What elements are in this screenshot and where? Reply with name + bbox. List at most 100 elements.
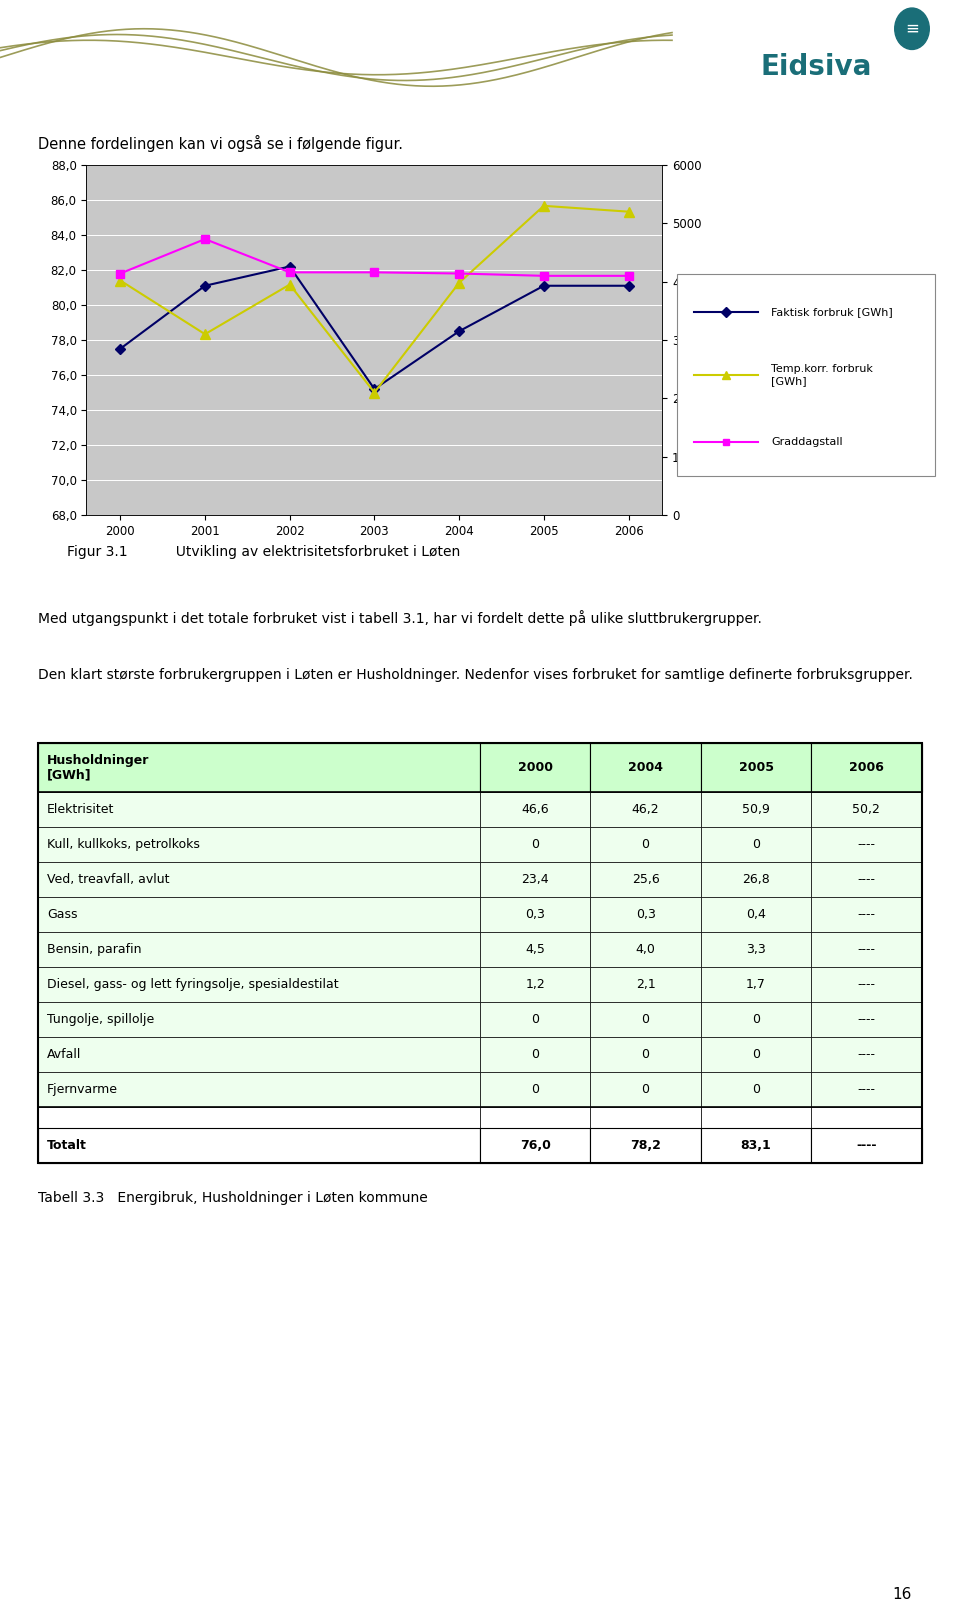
Bar: [480, 968, 590, 1002]
Bar: [480, 896, 590, 932]
Text: Faktisk forbruk [GWh]: Faktisk forbruk [GWh]: [772, 306, 893, 318]
Text: Graddagstall: Graddagstall: [772, 438, 843, 447]
Text: ≡: ≡: [905, 19, 919, 37]
Text: ----: ----: [857, 1083, 876, 1096]
Text: 0: 0: [531, 838, 540, 851]
Bar: [590, 742, 701, 793]
Text: 23,4: 23,4: [521, 874, 549, 887]
Circle shape: [895, 8, 929, 50]
Bar: [38, 827, 480, 862]
Text: 0: 0: [641, 838, 650, 851]
Bar: [811, 742, 922, 793]
Text: Med utgangspunkt i det totale forbruket vist i tabell 3.1, har vi fordelt dette : Med utgangspunkt i det totale forbruket …: [38, 609, 762, 626]
Text: Kull, kullkoks, petrolkoks: Kull, kullkoks, petrolkoks: [47, 838, 200, 851]
Text: Gass: Gass: [47, 908, 78, 921]
Text: 0: 0: [752, 838, 760, 851]
Text: Denne fordelingen kan vi også se i følgende figur.: Denne fordelingen kan vi også se i følge…: [38, 135, 403, 152]
Text: Tungolje, spillolje: Tungolje, spillolje: [47, 1013, 155, 1026]
Bar: [590, 1037, 701, 1071]
Text: 4,0: 4,0: [636, 943, 656, 956]
Bar: [38, 896, 480, 932]
Bar: [701, 1071, 811, 1107]
Bar: [480, 827, 590, 862]
Bar: [38, 1037, 480, 1071]
Text: 46,6: 46,6: [521, 802, 549, 815]
Text: 0: 0: [752, 1013, 760, 1026]
Text: ----: ----: [857, 943, 876, 956]
Bar: [701, 968, 811, 1002]
Text: 0: 0: [641, 1083, 650, 1096]
Bar: [480, 1002, 590, 1037]
Text: Fjernvarme: Fjernvarme: [47, 1083, 118, 1096]
Bar: [480, 862, 590, 896]
Text: 0,3: 0,3: [636, 908, 656, 921]
Text: 1,2: 1,2: [525, 977, 545, 990]
Text: Figur 3.1: Figur 3.1: [67, 545, 128, 559]
Bar: [811, 793, 922, 827]
Bar: [701, 742, 811, 793]
Text: Avfall: Avfall: [47, 1049, 82, 1062]
Text: 2005: 2005: [738, 760, 774, 773]
Text: 0: 0: [752, 1049, 760, 1062]
Bar: [701, 896, 811, 932]
Bar: [38, 932, 480, 968]
Bar: [811, 932, 922, 968]
Bar: [590, 896, 701, 932]
Text: 2,1: 2,1: [636, 977, 656, 990]
Bar: [811, 968, 922, 1002]
Text: 26,8: 26,8: [742, 874, 770, 887]
Text: ----: ----: [857, 908, 876, 921]
Text: 0: 0: [641, 1049, 650, 1062]
Text: 46,2: 46,2: [632, 802, 660, 815]
Text: Eidsiva: Eidsiva: [760, 53, 872, 81]
Text: Utvikling av elektrisitetsforbruket i Løten: Utvikling av elektrisitetsforbruket i Lø…: [167, 545, 460, 559]
Bar: [590, 862, 701, 896]
Bar: [701, 793, 811, 827]
Text: ----: ----: [857, 874, 876, 887]
Text: Husholdninger
[GWh]: Husholdninger [GWh]: [47, 754, 150, 781]
Bar: [811, 1071, 922, 1107]
Bar: [811, 1107, 922, 1128]
Text: 78,2: 78,2: [630, 1140, 661, 1153]
Text: Temp.korr. forbruk
[GWh]: Temp.korr. forbruk [GWh]: [772, 365, 874, 386]
Bar: [811, 827, 922, 862]
Bar: [38, 862, 480, 896]
Text: Tabell 3.3   Energibruk, Husholdninger i Løten kommune: Tabell 3.3 Energibruk, Husholdninger i L…: [38, 1191, 428, 1204]
Text: 50,2: 50,2: [852, 802, 880, 815]
Text: 0: 0: [531, 1049, 540, 1062]
Text: Totalt: Totalt: [47, 1140, 87, 1153]
Bar: [480, 1037, 590, 1071]
Bar: [480, 1107, 590, 1128]
Text: 4,5: 4,5: [525, 943, 545, 956]
Text: 76,0: 76,0: [519, 1140, 551, 1153]
Text: 0: 0: [752, 1083, 760, 1096]
Bar: [701, 1037, 811, 1071]
Text: 2000: 2000: [517, 760, 553, 773]
Bar: [590, 1128, 701, 1162]
Bar: [590, 968, 701, 1002]
Bar: [811, 1037, 922, 1071]
Bar: [480, 932, 590, 968]
Bar: [38, 1002, 480, 1037]
Bar: [480, 1071, 590, 1107]
Bar: [701, 1107, 811, 1128]
Text: 0: 0: [531, 1013, 540, 1026]
Bar: [590, 1071, 701, 1107]
Bar: [701, 1002, 811, 1037]
Bar: [38, 1128, 480, 1162]
Bar: [811, 862, 922, 896]
Text: ----: ----: [856, 1140, 876, 1153]
Text: 1,7: 1,7: [746, 977, 766, 990]
Text: Den klart største forbrukergruppen i Løten er Husholdninger. Nedenfor vises forb: Den klart største forbrukergruppen i Løt…: [38, 668, 913, 682]
Bar: [811, 1002, 922, 1037]
Bar: [701, 932, 811, 968]
Bar: [590, 932, 701, 968]
Text: ----: ----: [857, 977, 876, 990]
Bar: [590, 1107, 701, 1128]
Text: Bensin, parafin: Bensin, parafin: [47, 943, 142, 956]
Text: 0: 0: [641, 1013, 650, 1026]
Bar: [590, 827, 701, 862]
Bar: [480, 742, 590, 793]
Bar: [590, 1002, 701, 1037]
Text: 25,6: 25,6: [632, 874, 660, 887]
